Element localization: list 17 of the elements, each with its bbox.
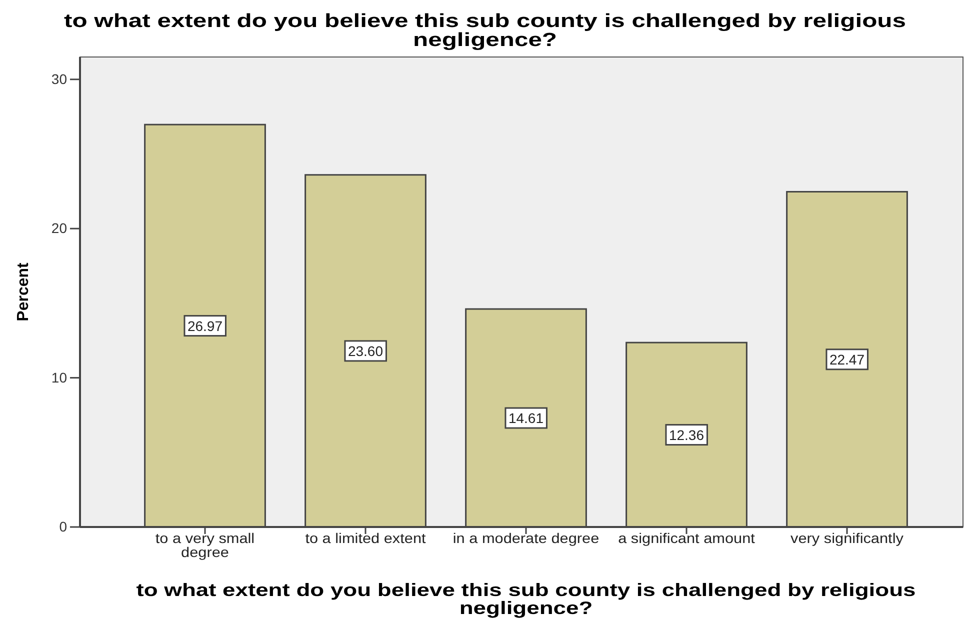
data-label: 12.36 [668,426,704,443]
y-tick-label: 20 [51,220,68,236]
y-axis-title: Percent [15,262,32,322]
data-label: 23.60 [348,342,384,359]
x-tick-label: a significant amount [618,532,755,547]
y-tick-label: 0 [59,518,68,534]
data-label: 14.61 [508,410,544,426]
x-tick-label: to a limited extent [305,532,426,547]
x-tick-label: to a very small degree [155,532,255,561]
x-tick-label: very significantly [790,532,904,547]
y-tick-label: 10 [51,369,68,386]
chart-title: to what extent do you believe this sub county is challenged by religious negligence? [64,10,906,50]
y-tick-label: 30 [51,70,68,87]
data-label: 26.97 [187,318,223,334]
x-axis-title: to what extent do you believe this sub county is challenged by religious negligence? [136,580,916,618]
x-tick-label: in a moderate degree [452,532,600,547]
data-label: 22.47 [829,351,865,368]
